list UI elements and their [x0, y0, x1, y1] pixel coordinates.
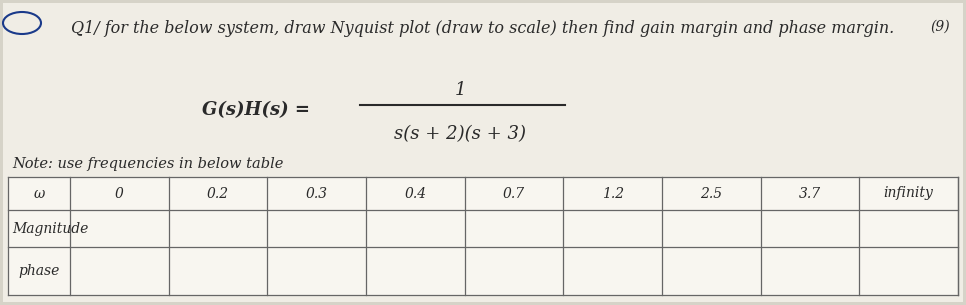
Text: 0.7: 0.7: [503, 186, 526, 200]
Text: ω: ω: [33, 186, 44, 200]
Text: 3.7: 3.7: [799, 186, 821, 200]
Text: s(s + 2)(s + 3): s(s + 2)(s + 3): [394, 125, 526, 143]
Text: 1.2: 1.2: [602, 186, 624, 200]
Bar: [8, 177, 958, 295]
Text: 0.2: 0.2: [207, 186, 229, 200]
Text: G(s)H(s) =: G(s)H(s) =: [202, 101, 310, 119]
Text: 0.4: 0.4: [404, 186, 426, 200]
Text: infinity: infinity: [884, 186, 933, 200]
Text: Note: use frequencies in below table: Note: use frequencies in below table: [12, 157, 283, 171]
Text: phase: phase: [18, 264, 59, 278]
Text: 0.3: 0.3: [305, 186, 327, 200]
Text: 1: 1: [454, 81, 466, 99]
Text: 0: 0: [115, 186, 124, 200]
Text: Q1/ for the below system, draw Nyquist plot (draw to scale) then find gain margi: Q1/ for the below system, draw Nyquist p…: [71, 20, 895, 37]
Text: (9): (9): [930, 20, 950, 34]
Text: 2.5: 2.5: [700, 186, 723, 200]
Text: Magnitude: Magnitude: [12, 221, 88, 235]
